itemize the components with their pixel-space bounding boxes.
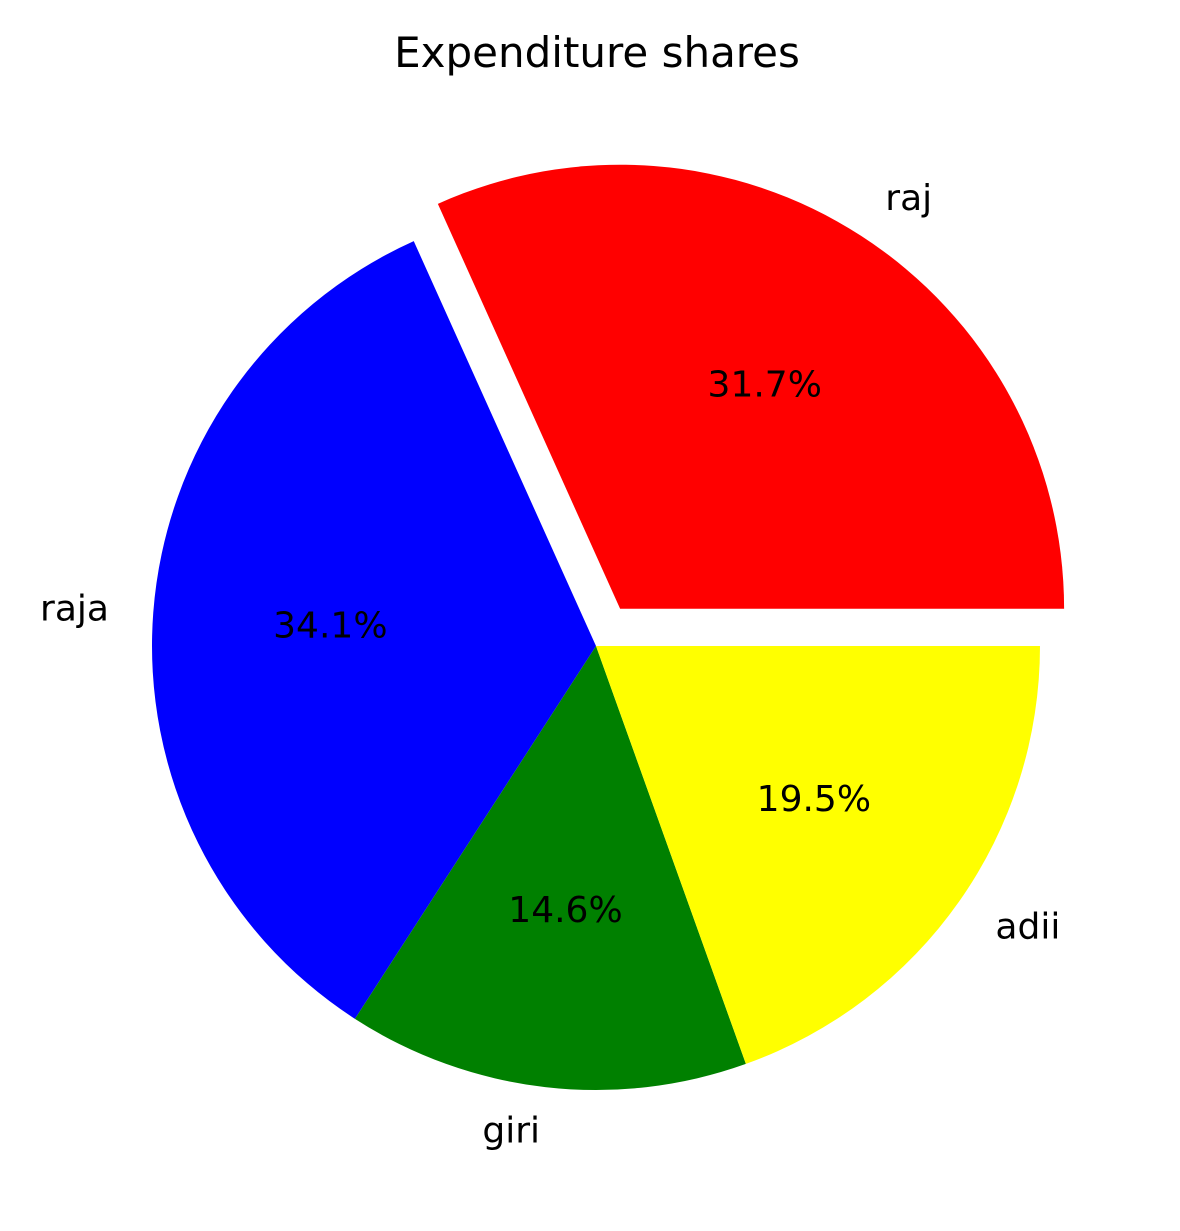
pie-slices <box>151 164 1065 1090</box>
chart-title: Expenditure shares <box>394 28 800 77</box>
slice-label-adii: adii <box>995 907 1060 948</box>
slice-label-raj: raj <box>885 178 932 219</box>
pie-labels: raj 31.7% raja 34.1% giri 14.6% adii 19.5% <box>40 178 1060 1152</box>
percent-label-raj: 31.7% <box>708 364 822 405</box>
pie-slice-raja <box>151 241 596 1019</box>
percent-label-raja: 34.1% <box>273 605 387 646</box>
slice-label-giri: giri <box>482 1111 540 1152</box>
slice-label-raja: raja <box>40 589 109 630</box>
pie-slice-giri <box>354 646 746 1090</box>
percent-label-adii: 19.5% <box>757 779 871 820</box>
pie-slice-raj <box>437 164 1065 609</box>
percent-label-giri: 14.6% <box>508 890 622 931</box>
pie-slice-adii <box>596 646 1040 1064</box>
